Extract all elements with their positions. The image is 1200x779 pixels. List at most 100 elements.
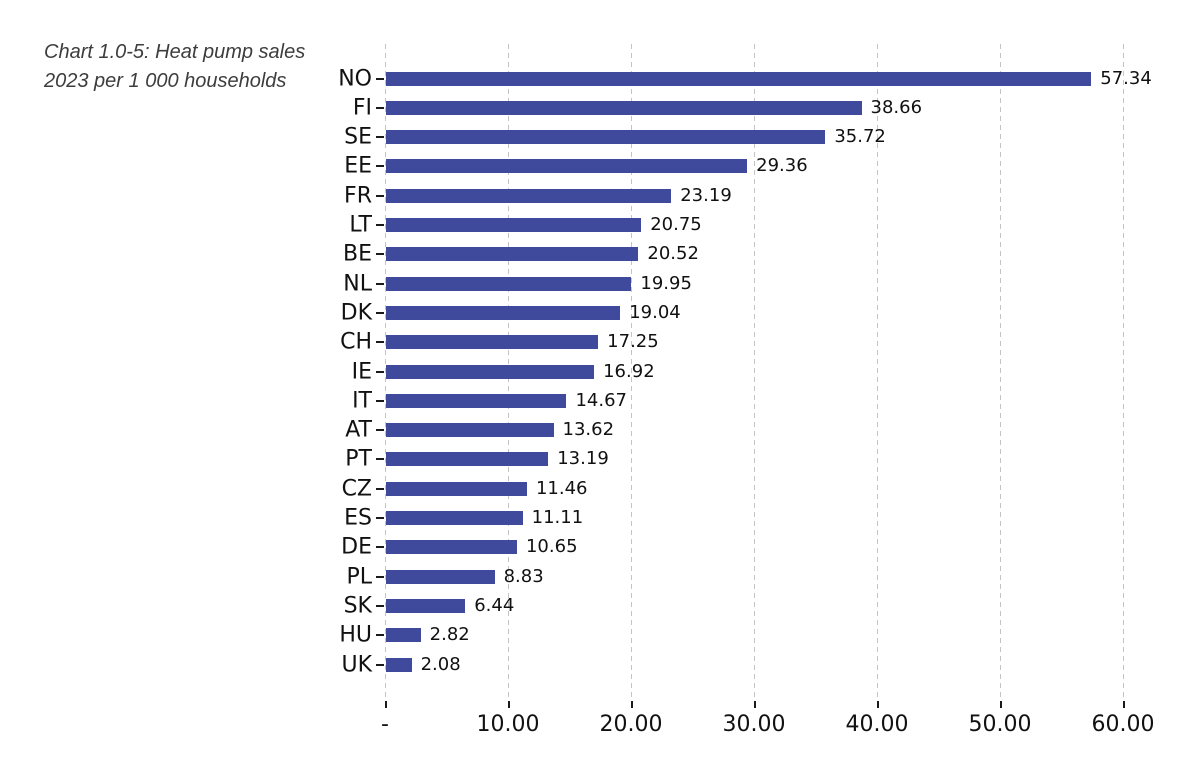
gridline <box>385 44 386 698</box>
chart-title-line-2: 2023 per 1 000 households <box>44 70 287 92</box>
category-label: NL <box>343 271 372 297</box>
x-axis-tick-label: 20.00 <box>599 712 663 737</box>
x-axis-tick-label: 30.00 <box>722 712 786 737</box>
bar <box>386 130 826 145</box>
bar <box>386 598 466 613</box>
category-label: PL <box>346 564 372 590</box>
bar <box>386 218 642 232</box>
category-label: EE <box>344 153 372 179</box>
x-axis-tick <box>999 701 1002 708</box>
category-label: SK <box>343 593 372 619</box>
x-axis-tick <box>630 701 633 708</box>
bar <box>386 335 599 350</box>
y-axis-tick <box>376 634 384 637</box>
value-label: 57.34 <box>1100 67 1152 89</box>
bar <box>386 247 639 262</box>
category-label: UK <box>341 652 372 677</box>
gridline <box>754 44 755 698</box>
y-axis-tick <box>376 311 384 314</box>
value-label: 20.52 <box>647 243 699 265</box>
plot-area: - 10.00 20.00 30.00 40.00 50.00 60.00 NO 57.34 FI… <box>338 44 1154 737</box>
value-label: 6.44 <box>474 594 515 616</box>
x-axis-tick <box>876 701 879 708</box>
y-axis-tick <box>376 341 384 344</box>
y-axis-tick <box>376 487 384 490</box>
value-label: 17.25 <box>607 331 659 353</box>
category-label: PT <box>345 446 372 472</box>
value-label: 13.62 <box>562 419 615 441</box>
y-axis-tick <box>376 399 384 402</box>
bar <box>386 628 421 643</box>
category-label: IT <box>352 388 372 414</box>
value-label: 14.67 <box>575 389 627 411</box>
y-axis-tick <box>376 253 384 256</box>
y-axis-tick <box>376 663 384 666</box>
bar <box>386 100 862 115</box>
bar <box>386 481 527 496</box>
y-axis-tick <box>376 282 384 285</box>
y-axis-tick <box>376 517 384 519</box>
value-label: 11.11 <box>531 507 584 529</box>
y-axis-tick <box>376 604 384 607</box>
value-label: 2.08 <box>420 653 461 675</box>
x-axis-tick-label: 10.00 <box>476 712 540 737</box>
chart-title: Chart 1.0-5: Heat pump sales 2023 per 1 … <box>44 38 305 96</box>
y-axis-tick <box>376 546 384 549</box>
y-axis-tick <box>376 136 384 139</box>
value-label: 11.46 <box>535 477 588 499</box>
x-axis-tick <box>507 701 510 708</box>
category-label: HU <box>339 622 372 648</box>
x-axis-tick <box>384 701 387 708</box>
bar <box>386 393 567 408</box>
category-label: DE <box>341 534 372 560</box>
bar <box>386 364 595 379</box>
chart-title-line-1: Chart 1.0-5: Heat pump sales <box>44 41 306 63</box>
category-label: IE <box>351 359 372 384</box>
bar <box>386 657 412 672</box>
value-label: 2.82 <box>429 624 470 646</box>
x-axis-tick-label: - <box>381 712 389 737</box>
bar <box>386 71 1092 86</box>
bar <box>386 276 632 291</box>
gridline <box>1000 44 1001 698</box>
x-axis-tick-label: 60.00 <box>1091 712 1155 737</box>
value-label: 13.19 <box>557 448 609 470</box>
value-label: 38.66 <box>870 96 923 118</box>
bar <box>386 452 549 467</box>
value-label: 8.83 <box>503 565 544 587</box>
bar <box>386 159 748 174</box>
category-label: FI <box>352 95 372 121</box>
bar <box>386 423 554 438</box>
bar <box>386 540 517 555</box>
category-label: CZ <box>341 476 372 502</box>
y-axis-tick <box>376 575 384 578</box>
y-axis-tick <box>376 224 384 226</box>
bar <box>386 511 523 525</box>
gridline <box>877 44 878 698</box>
category-label: BE <box>343 241 372 267</box>
y-axis-tick <box>376 429 384 432</box>
value-label: 23.19 <box>680 184 732 206</box>
category-label: ES <box>344 505 372 531</box>
y-axis-tick <box>376 165 384 168</box>
gridline <box>631 44 632 698</box>
value-label: 20.75 <box>650 214 702 236</box>
y-axis-tick <box>376 458 384 461</box>
bar <box>386 569 495 584</box>
y-axis-tick <box>376 370 384 373</box>
gridline <box>1123 44 1124 698</box>
category-label: LT <box>349 212 372 238</box>
x-axis-tick-label: 50.00 <box>968 712 1032 737</box>
x-axis-tick <box>1122 701 1125 708</box>
category-label: DK <box>340 300 372 326</box>
category-label: FR <box>344 183 372 209</box>
value-label: 10.65 <box>525 536 578 558</box>
value-label: 19.95 <box>640 272 692 294</box>
x-axis-tick <box>753 701 756 708</box>
value-label: 16.92 <box>603 360 655 382</box>
value-label: 35.72 <box>834 126 886 148</box>
category-label: SE <box>344 124 372 150</box>
y-axis-tick <box>376 77 384 80</box>
x-axis-tick-label: 40.00 <box>845 712 909 737</box>
